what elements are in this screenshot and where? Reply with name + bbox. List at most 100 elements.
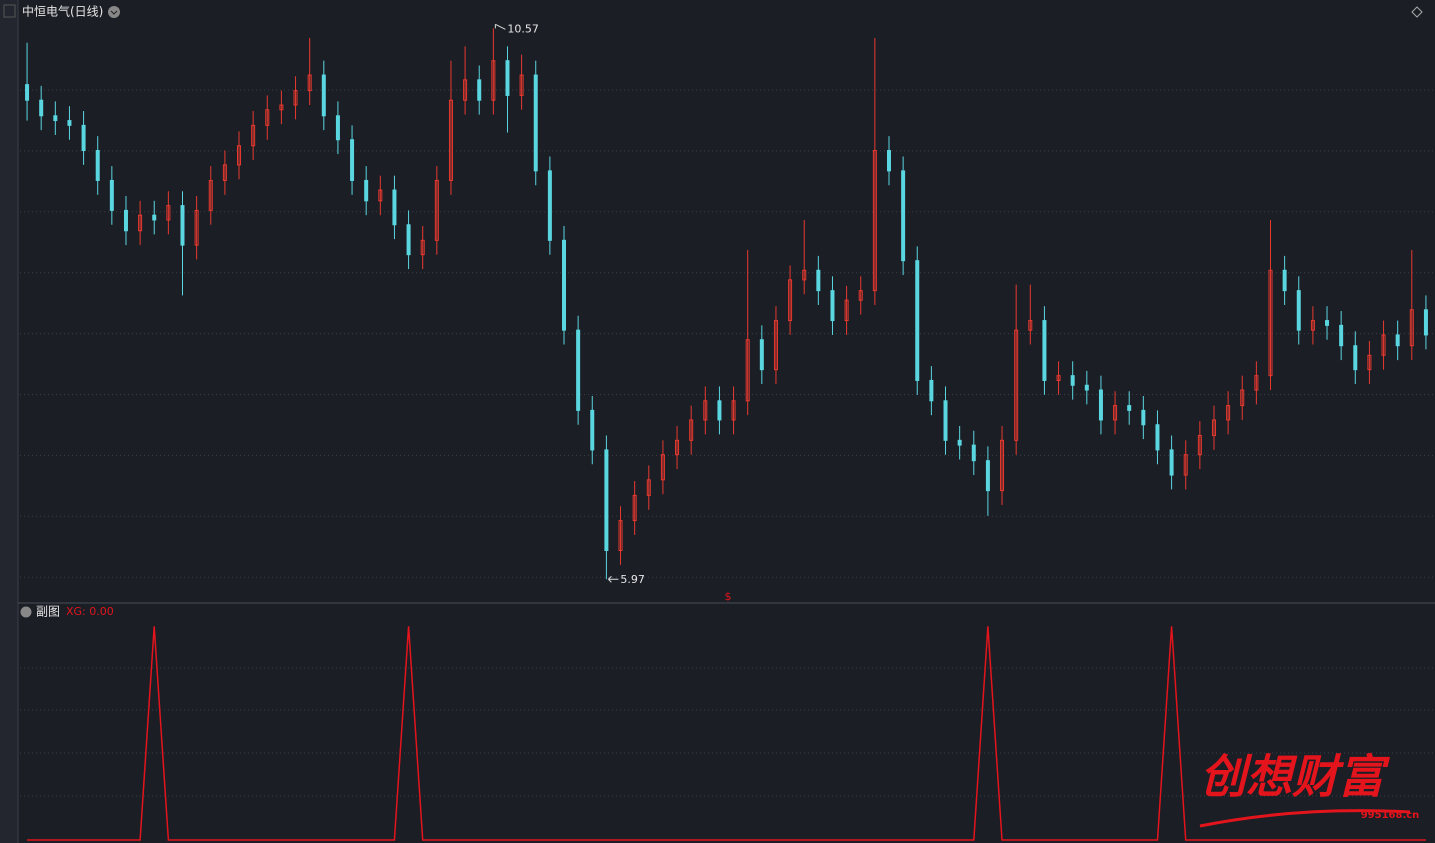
sub-dropdown[interactable]	[20, 606, 32, 618]
candle-body	[646, 479, 651, 496]
sub-title: 副图	[36, 605, 60, 619]
candle-body	[788, 279, 793, 322]
candle-body	[1226, 405, 1231, 421]
candle-body	[1056, 375, 1061, 381]
candle-body	[576, 329, 581, 411]
candle-body	[844, 299, 849, 322]
candle-body	[1296, 290, 1301, 331]
candle-body	[1282, 269, 1287, 292]
candle-body	[505, 60, 510, 96]
left-strip	[0, 0, 18, 843]
candle-body	[364, 179, 369, 202]
candle-body	[533, 74, 538, 172]
settings-icon[interactable]	[1411, 6, 1423, 18]
candle-body	[392, 189, 397, 226]
candle-body	[1070, 375, 1075, 386]
candle-body	[1353, 345, 1358, 371]
candle-body	[1409, 309, 1414, 347]
watermark-site: 995168.cn	[1361, 810, 1420, 821]
candle-body	[434, 179, 439, 241]
candle-body	[1183, 454, 1188, 476]
min-arrow	[608, 575, 619, 583]
candle-body	[872, 150, 877, 292]
candle-body	[138, 214, 143, 232]
candle-body	[180, 205, 185, 246]
candle-body	[1042, 320, 1047, 381]
candle-body	[1211, 419, 1216, 437]
max-label: 10.57	[507, 22, 538, 35]
candle-body	[1254, 375, 1259, 391]
candle-body	[265, 109, 270, 126]
candle-body	[985, 460, 990, 492]
candle-body	[378, 189, 383, 202]
candle-body	[1084, 384, 1089, 391]
candle-body	[717, 400, 722, 421]
candle-body	[1113, 405, 1118, 421]
collapse-button[interactable]	[3, 4, 16, 18]
candle-body	[406, 224, 411, 256]
candle-body	[25, 84, 30, 101]
candle-body	[1155, 424, 1160, 451]
candle-body	[350, 139, 355, 181]
candle-body	[759, 339, 764, 371]
candle-body	[1169, 449, 1174, 476]
candle-body	[1381, 334, 1386, 356]
candle-body	[1325, 320, 1330, 326]
candle-body	[208, 179, 213, 211]
candle-body	[901, 170, 906, 262]
candle-body	[420, 239, 425, 256]
max-arrow	[494, 23, 506, 30]
candle-body	[39, 99, 44, 117]
candle-body	[915, 260, 920, 381]
candle-body	[1367, 354, 1372, 371]
candle-body	[1014, 329, 1019, 441]
candle-body	[773, 320, 778, 371]
candle-body	[335, 115, 340, 141]
candle-body	[1240, 389, 1245, 407]
candle-body	[519, 74, 524, 96]
candle-body	[830, 290, 835, 322]
candle-body	[929, 379, 934, 402]
main-title: 中恒电气(日线)	[22, 4, 103, 19]
candle-body	[1423, 309, 1428, 336]
candle-body	[463, 79, 468, 101]
xg-line	[27, 626, 1426, 841]
candle-body	[1141, 409, 1146, 426]
candle-body	[194, 209, 199, 246]
candle-body	[1028, 320, 1033, 331]
candle-body	[1098, 389, 1103, 421]
candle-body	[95, 150, 100, 181]
candle-body	[237, 145, 242, 166]
candle-body	[166, 205, 171, 221]
candle-body	[632, 494, 637, 522]
candle-body	[1000, 439, 1005, 492]
candle-body	[279, 104, 284, 111]
candle-body	[816, 269, 821, 292]
candle-body	[957, 439, 962, 446]
candle-body	[1339, 324, 1344, 347]
watermark-swoosh	[1199, 809, 1411, 828]
candle-body	[1197, 435, 1202, 456]
candle-body	[222, 164, 227, 181]
title-dropdown[interactable]	[108, 6, 120, 18]
candle-body	[590, 409, 595, 451]
candle-body	[943, 400, 948, 441]
candle-body	[604, 449, 609, 552]
candle-body	[293, 90, 298, 106]
candle-body	[321, 74, 326, 117]
candle-body	[858, 290, 863, 301]
candle-body	[731, 400, 736, 421]
candle-body	[491, 60, 496, 101]
candle-body	[562, 239, 567, 331]
candle-body	[251, 124, 256, 147]
sub-legend: XG: 0.00	[66, 605, 114, 618]
candle-body	[703, 400, 708, 421]
min-label: 5.97	[620, 573, 645, 586]
candle-body	[448, 99, 453, 181]
candle-body	[660, 454, 665, 481]
candle-body	[152, 214, 157, 221]
candle-body	[123, 209, 128, 232]
candle-body	[802, 269, 807, 281]
